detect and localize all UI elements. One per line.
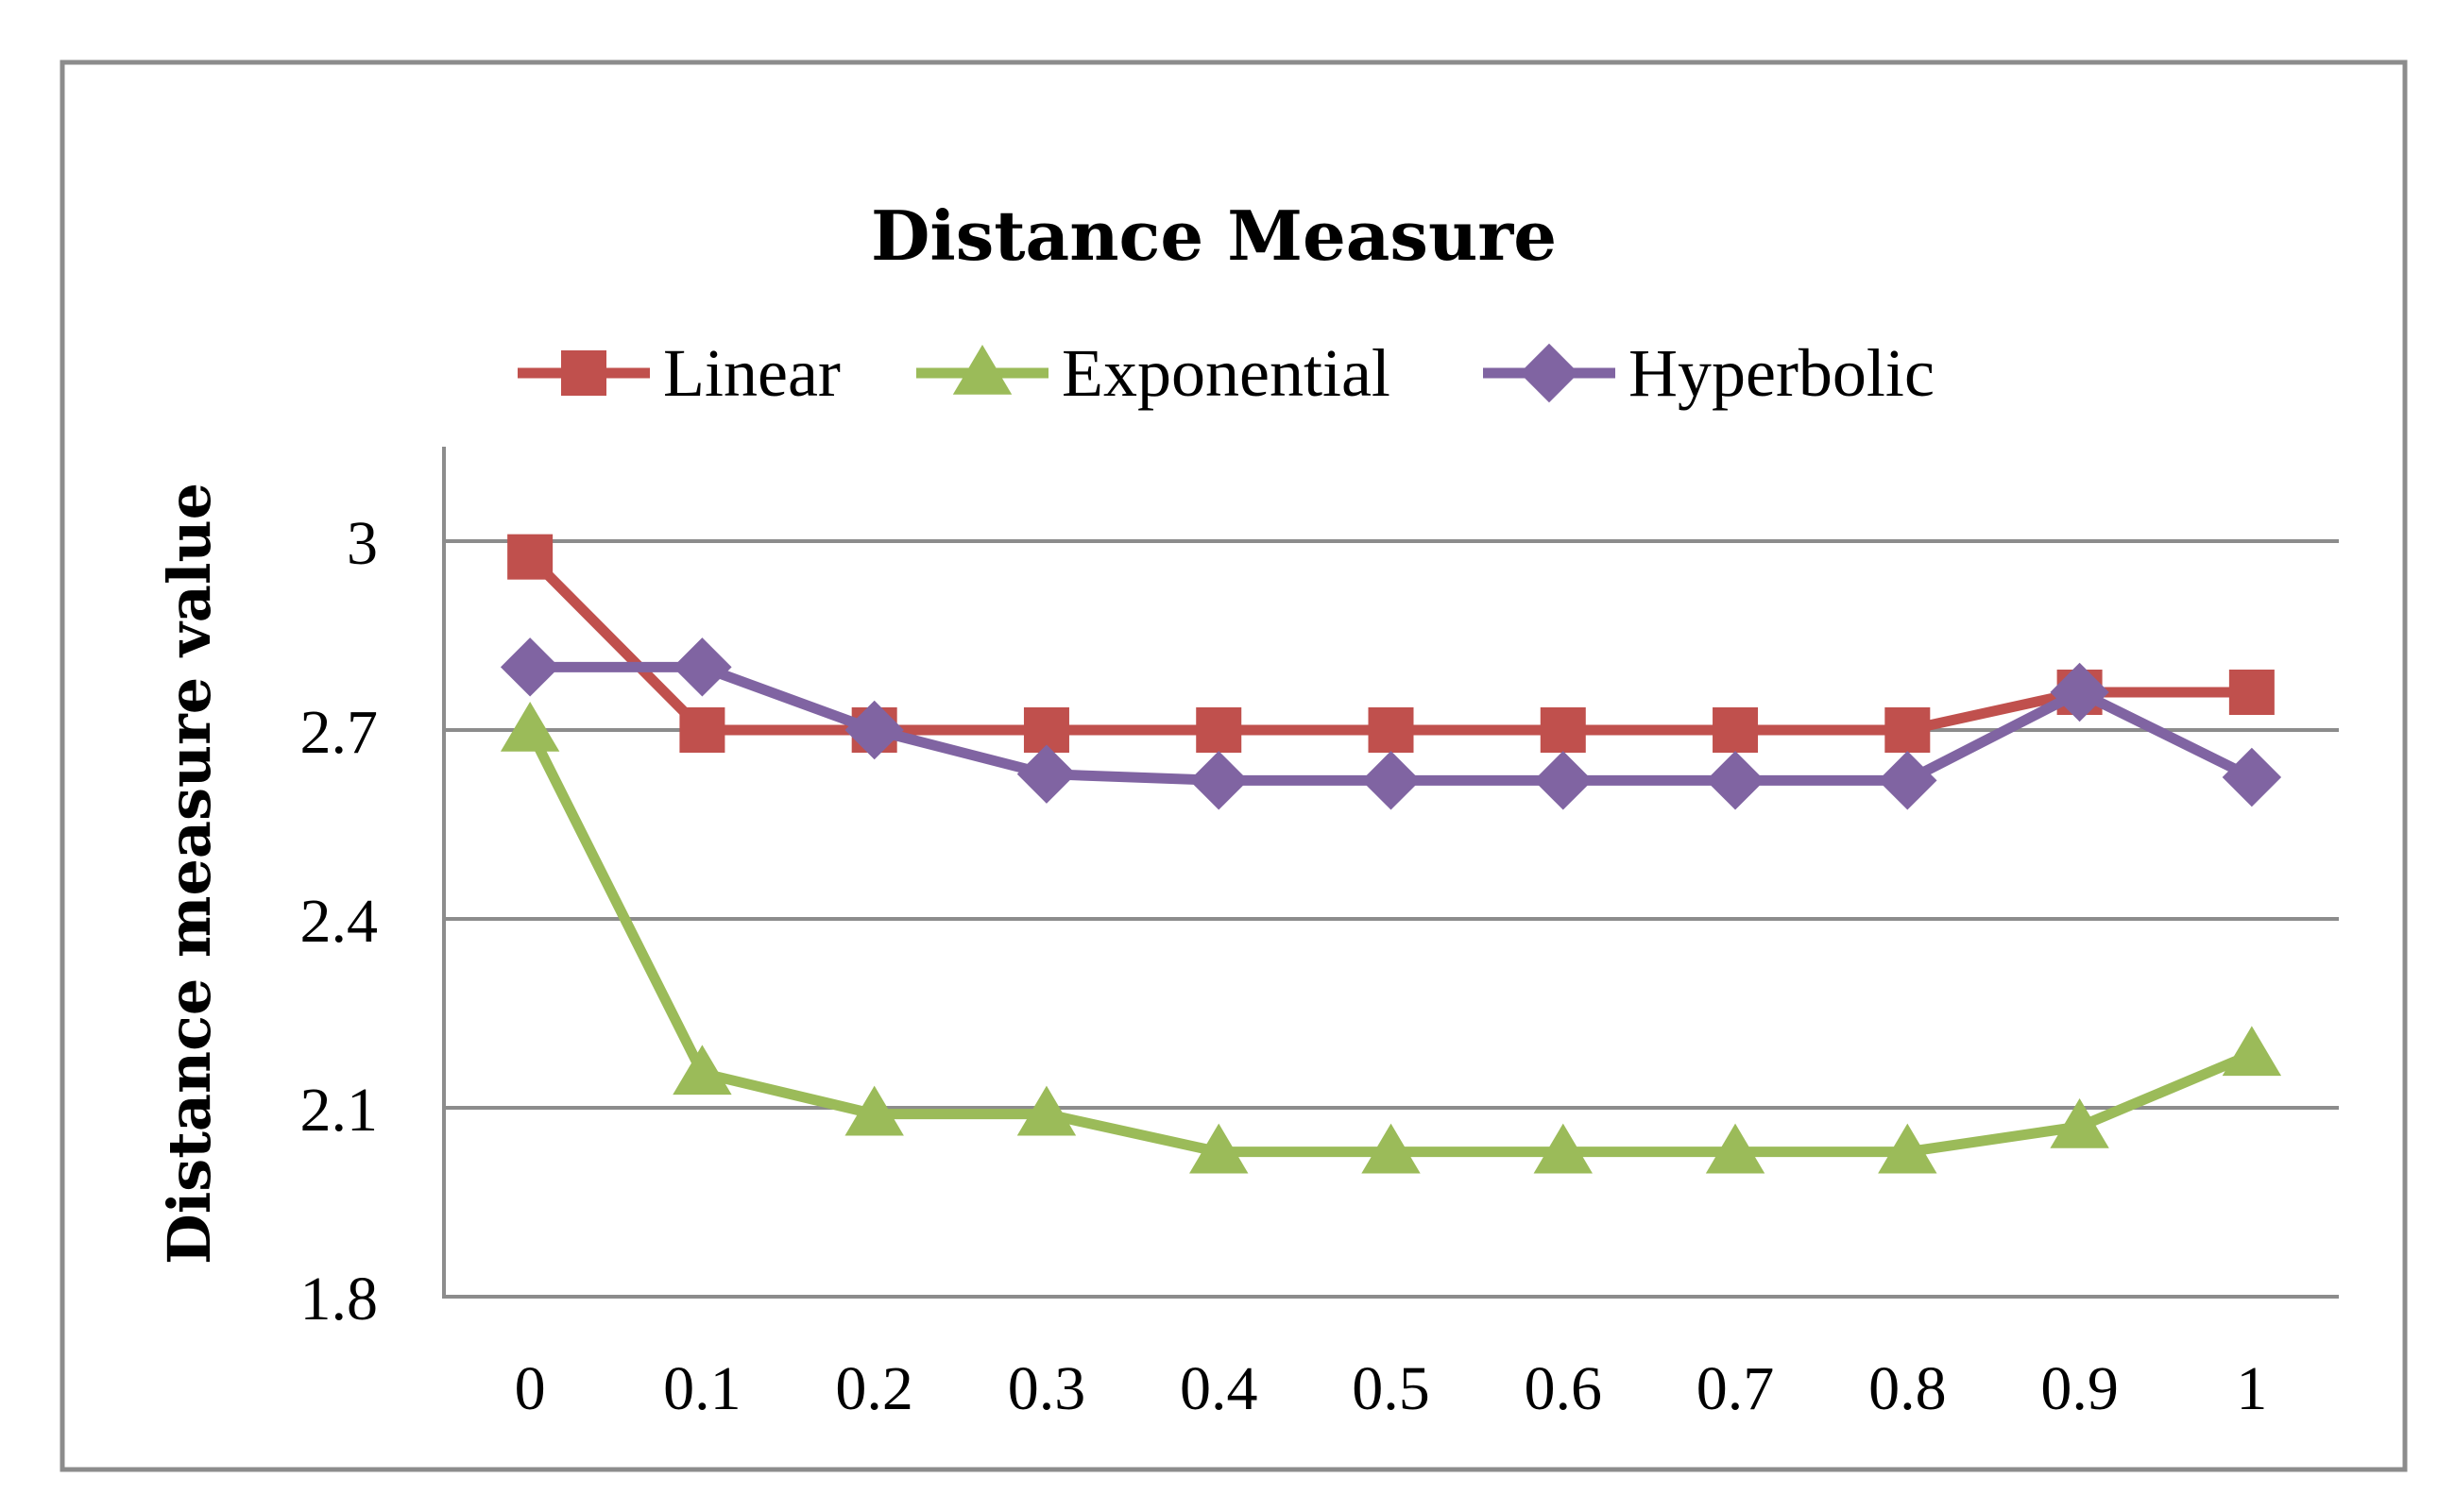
x-tick-label: 0.8 — [1868, 1354, 1947, 1423]
x-tick-labels: 0 0.1 0.2 0.3 0.4 0.5 0.6 0.7 0.8 0.9 1 — [515, 1354, 2268, 1423]
legend-label-hyperbolic: Hyperbolic — [1628, 335, 1935, 411]
legend-item-exponential: Exponential — [916, 335, 1390, 411]
data-point-hyperbolic — [1705, 751, 1765, 810]
data-point-linear — [507, 534, 554, 580]
x-tick-label: 0 — [515, 1354, 546, 1423]
data-point-hyperbolic — [2050, 662, 2109, 722]
axes — [442, 447, 2339, 1299]
legend-marker-linear — [561, 350, 606, 396]
x-tick-label: 0.2 — [835, 1354, 913, 1423]
data-point-linear — [2228, 670, 2275, 715]
data-point-linear — [1713, 707, 1759, 753]
data-point-hyperbolic — [2222, 747, 2282, 807]
legend-label-linear: Linear — [663, 335, 841, 411]
y-tick-label: 2.1 — [300, 1076, 379, 1145]
y-tick-label: 3 — [347, 509, 378, 578]
x-tick-label: 0.9 — [2040, 1354, 2119, 1423]
y-tick-label: 2.4 — [300, 887, 379, 956]
data-point-linear — [1196, 707, 1242, 753]
y-tick-label: 2.7 — [300, 698, 379, 767]
legend-marker-exponential — [952, 345, 1013, 395]
data-point-hyperbolic — [1016, 744, 1077, 804]
legend-item-hyperbolic: Hyperbolic — [1483, 335, 1935, 411]
data-point-linear — [1884, 707, 1931, 753]
x-tick-label: 0.3 — [1008, 1354, 1086, 1423]
x-tick-label: 1 — [2236, 1354, 2267, 1423]
data-point-linear — [1540, 707, 1586, 753]
y-axis-label: Distance measure value — [155, 483, 224, 1265]
data-point-exponential — [2222, 1026, 2282, 1077]
data-point-exponential — [1705, 1123, 1765, 1174]
data-point-linear — [679, 707, 725, 753]
series-linear — [507, 534, 2275, 753]
data-point-hyperbolic — [1533, 751, 1593, 810]
legend: Linear Exponential Hyperbolic — [518, 335, 1935, 411]
series-hyperbolic — [500, 637, 2282, 810]
legend-marker-hyperbolic — [1519, 343, 1579, 403]
data-point-hyperbolic — [1189, 751, 1249, 810]
legend-item-linear: Linear — [518, 335, 841, 411]
x-tick-label: 0.1 — [663, 1354, 742, 1423]
data-point-exponential — [1361, 1123, 1421, 1174]
data-point-exponential — [673, 1045, 732, 1096]
x-tick-label: 0.5 — [1352, 1354, 1430, 1423]
series-group — [500, 534, 2282, 1174]
chart-title: Distance Measure — [871, 195, 1557, 276]
data-point-exponential — [1189, 1123, 1249, 1174]
x-tick-label: 0.7 — [1696, 1354, 1775, 1423]
y-tick-label: 1.8 — [300, 1265, 379, 1334]
data-point-hyperbolic — [1878, 751, 1937, 810]
data-point-linear — [1368, 707, 1414, 753]
data-point-hyperbolic — [673, 637, 732, 697]
data-point-exponential — [1533, 1123, 1593, 1174]
data-point-hyperbolic — [1361, 751, 1421, 810]
legend-label-exponential: Exponential — [1062, 335, 1390, 411]
data-point-exponential — [1016, 1085, 1077, 1136]
data-point-exponential — [844, 1085, 904, 1136]
data-point-hyperbolic — [844, 700, 904, 760]
x-tick-label: 0.6 — [1525, 1354, 1603, 1423]
data-point-exponential — [2050, 1098, 2109, 1148]
series-exponential — [500, 702, 2282, 1174]
x-tick-label: 0.4 — [1180, 1354, 1258, 1423]
data-point-hyperbolic — [500, 637, 560, 697]
y-tick-labels: 1.8 2.1 2.4 2.7 3 — [300, 509, 379, 1334]
data-point-exponential — [1878, 1123, 1937, 1174]
data-point-exponential — [500, 702, 560, 752]
